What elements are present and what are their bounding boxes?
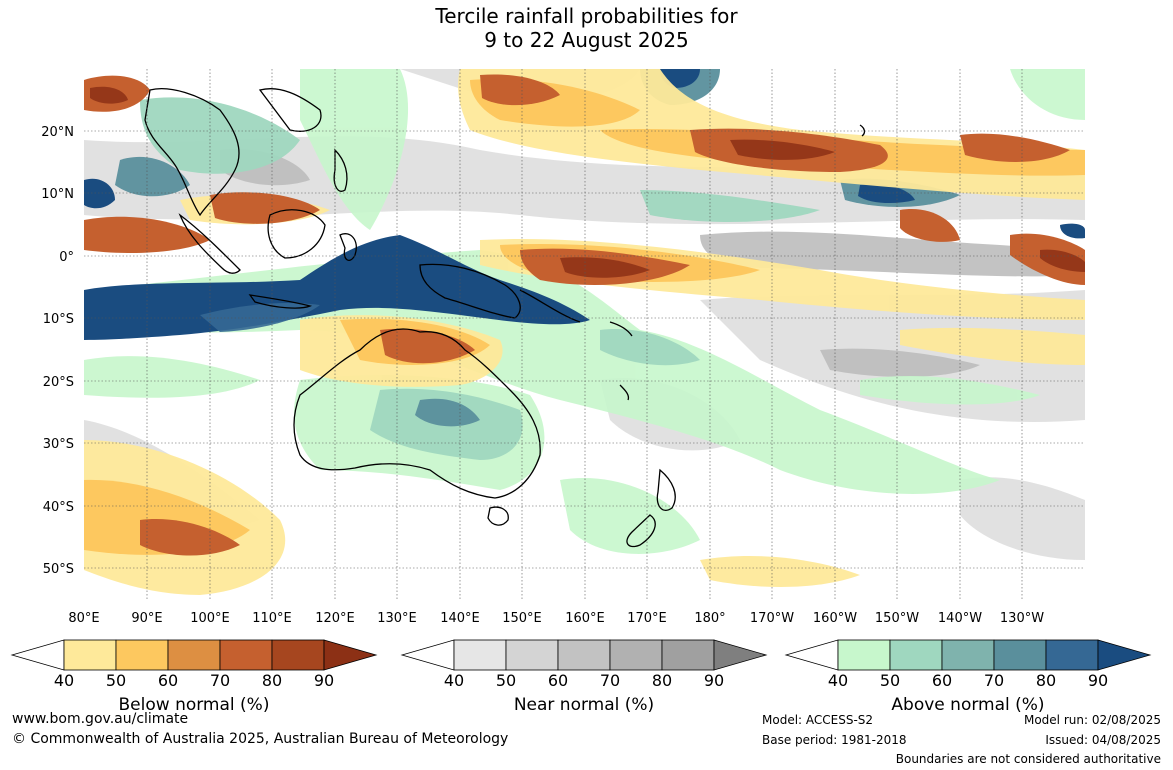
lon-label: 140°E [440,611,480,626]
legend-tick-label: 70 [210,671,230,690]
legend-swatch [837,639,891,671]
legend-tick-label: 70 [984,671,1004,690]
legend-swatch [115,639,169,671]
legend-tick-label: 60 [158,671,178,690]
legend-title-above: Above normal (%) [891,695,1045,715]
legend-tick-label: 90 [1088,671,1108,690]
legend-near-normal: 40 50 60 70 80 90 [400,639,768,690]
legend-swatch [219,639,273,671]
legend-tick-label: 90 [704,671,724,690]
map-title-line1: Tercile rainfall probabilities for [435,4,738,28]
lon-label: 130°W [1000,611,1044,626]
legend-tick-label: 80 [262,671,282,690]
legend-swatch [167,639,221,671]
lon-label: 180° [694,611,725,626]
legend-tick-label: 60 [932,671,952,690]
legend-tick-label: 40 [828,671,848,690]
footer-copyright: © Commonwealth of Australia 2025, Austra… [12,731,509,747]
footer-model: Model: ACCESS-S2 [762,713,874,727]
legend-tick-label: 50 [496,671,516,690]
lon-label: 170°W [750,611,794,626]
lon-label: 110°E [252,611,292,626]
map-title: Tercile rainfall probabilities for 9 to … [0,4,1173,52]
lon-label: 150°E [502,611,542,626]
legend-swatch [941,639,995,671]
lon-label: 160°W [813,611,857,626]
lon-label: 150°W [875,611,919,626]
legend-swatch [713,639,768,671]
legend-swatch [271,639,325,671]
graticule [84,69,1085,599]
legend-tick-label: 40 [444,671,464,690]
lat-label: 40°S [43,500,74,515]
legend-tick-label: 50 [880,671,900,690]
legend-tick-label: 80 [652,671,672,690]
legend-swatch [505,639,559,671]
legend-swatch [10,639,65,671]
lat-label: 30°S [43,437,74,452]
footer-disclaimer: Boundaries are not considered authoritat… [895,752,1161,766]
lat-label: 10°S [43,312,74,327]
map-title-line2: 9 to 22 August 2025 [484,28,689,52]
footer-url: www.bom.gov.au/climate [12,711,189,727]
lat-label: 10°N [41,187,74,202]
lon-label: 100°E [190,611,230,626]
legend-swatch [889,639,943,671]
legend-tick-label: 70 [600,671,620,690]
lat-label: 20°S [43,375,74,390]
legend-tick-label: 80 [1036,671,1056,690]
legend-swatch [784,639,839,671]
legend-swatch [557,639,611,671]
lon-label: 140°W [938,611,982,626]
lon-label: 170°E [627,611,667,626]
footer-issued: Issued: 04/08/2025 [1045,733,1161,747]
legend-below-normal: 40 50 60 70 80 90 [10,639,378,690]
lon-label: 160°E [565,611,605,626]
legend-swatch [661,639,715,671]
legend-title-near: Near normal (%) [513,695,655,715]
legend-tick-label: 90 [314,671,334,690]
legend-swatch [609,639,663,671]
footer-base-period: Base period: 1981-2018 [762,733,907,747]
lon-label: 130°E [377,611,417,626]
legend-swatch [400,639,455,671]
legend-swatch [63,639,117,671]
lon-label: 80°E [68,611,99,626]
lat-label: 50°S [43,562,74,577]
legend-swatch [453,639,507,671]
footer-model-run: Model run: 02/08/2025 [1023,713,1161,727]
legend-swatch [323,639,378,671]
legend-swatch [1045,639,1099,671]
legend-swatch [993,639,1047,671]
legend-title-below: Below normal (%) [118,695,270,715]
legend-above-normal: 40 50 60 70 80 90 [784,639,1152,690]
lat-label: 20°N [41,125,74,140]
legend-swatch [1097,639,1152,671]
lon-label: 120°E [315,611,355,626]
lon-label: 90°E [131,611,162,626]
legend-tick-label: 60 [548,671,568,690]
lat-label: 0° [59,250,74,265]
rainfall-probability-field [84,69,1085,599]
legend-tick-label: 40 [54,671,74,690]
legend-tick-label: 50 [106,671,126,690]
